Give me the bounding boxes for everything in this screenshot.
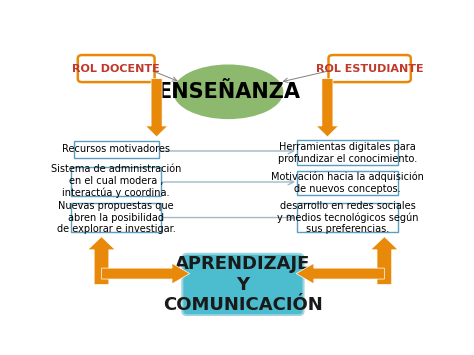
Polygon shape <box>316 79 338 137</box>
FancyBboxPatch shape <box>71 167 161 196</box>
FancyBboxPatch shape <box>297 140 398 165</box>
FancyBboxPatch shape <box>182 254 303 315</box>
Polygon shape <box>146 79 168 137</box>
Text: Sistema de administración
en el cual modera ,
interactúa y coordina.: Sistema de administración en el cual mod… <box>51 164 182 198</box>
FancyBboxPatch shape <box>328 55 411 82</box>
Polygon shape <box>296 263 384 284</box>
Text: Recursos motivadores: Recursos motivadores <box>62 144 170 154</box>
FancyBboxPatch shape <box>74 141 159 158</box>
FancyBboxPatch shape <box>71 203 161 232</box>
Text: ROL ESTUDIANTE: ROL ESTUDIANTE <box>316 64 423 73</box>
Text: Nuevas propuestas que
abren la posibilidad
de explorar e investigar.: Nuevas propuestas que abren la posibilid… <box>57 201 175 234</box>
Polygon shape <box>101 263 190 284</box>
Text: ROL DOCENTE: ROL DOCENTE <box>73 64 160 73</box>
FancyBboxPatch shape <box>297 203 398 232</box>
Ellipse shape <box>173 65 283 119</box>
Polygon shape <box>371 237 398 284</box>
Text: Motivación hacia la adquisición
de nuevos conceptos.: Motivación hacia la adquisición de nuevo… <box>271 172 424 194</box>
Polygon shape <box>88 237 115 284</box>
Text: ENSEÑANZA: ENSEÑANZA <box>157 82 300 102</box>
Text: desarrollo en redes sociales
y medios tecnológicos según
sus preferencias.: desarrollo en redes sociales y medios te… <box>277 201 419 234</box>
Text: APRENDIZAJE
Y
COMUNICACIÓN: APRENDIZAJE Y COMUNICACIÓN <box>163 255 323 314</box>
Text: Herramientas digitales para
profundizar el conocimiento.: Herramientas digitales para profundizar … <box>278 142 417 164</box>
FancyBboxPatch shape <box>297 171 398 195</box>
FancyBboxPatch shape <box>78 55 155 82</box>
